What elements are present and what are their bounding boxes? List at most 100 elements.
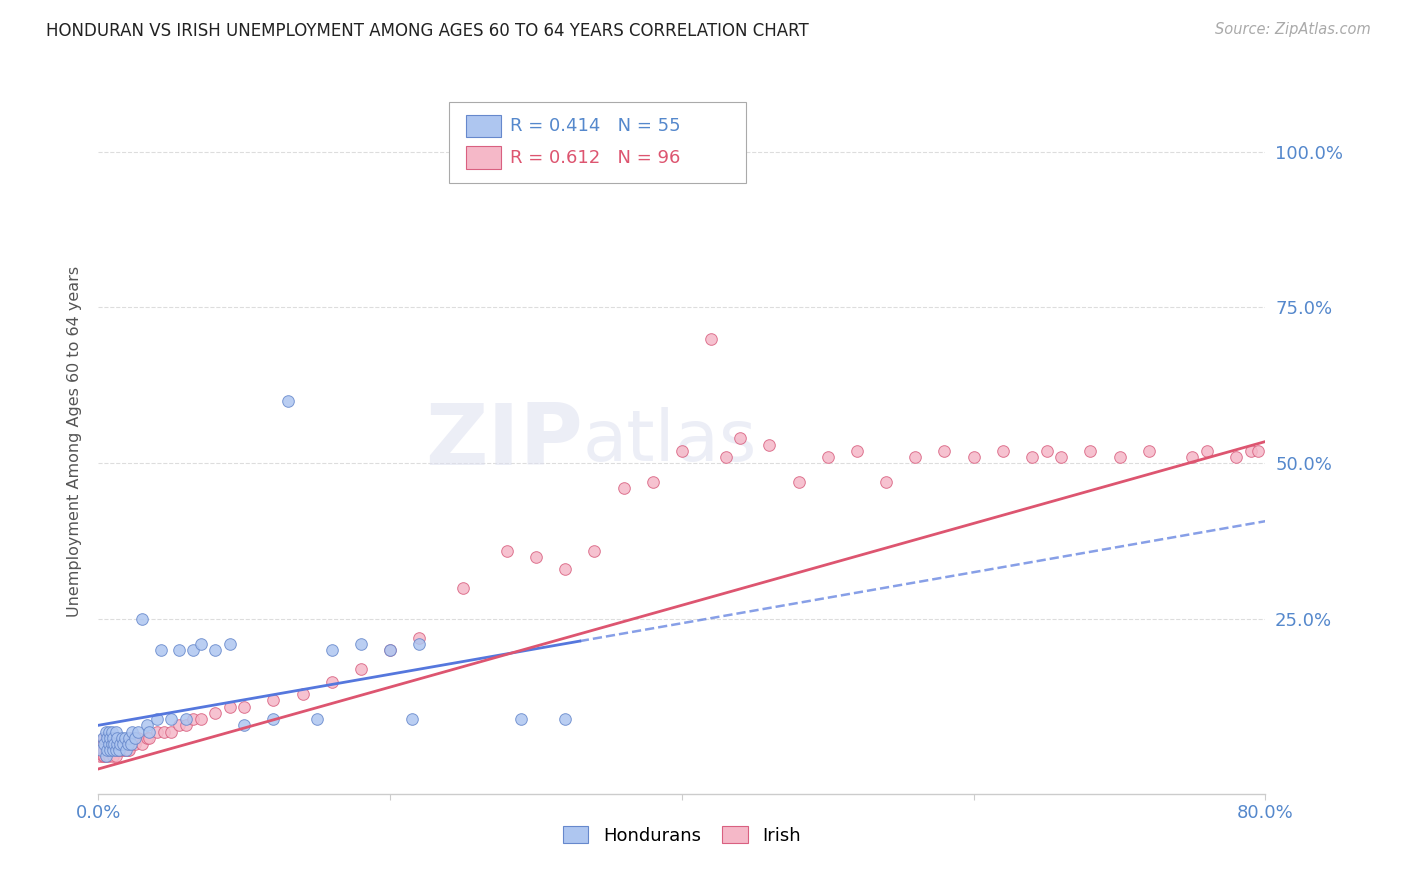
Point: [111, 731, 134, 745]
Point: [146, 724, 169, 739]
Point: [97, 737, 120, 751]
Point: [89, 749, 111, 764]
Point: [93, 743, 115, 757]
Point: [190, 712, 212, 726]
Point: [103, 737, 125, 751]
Point: [641, 475, 664, 489]
Point: [153, 724, 176, 739]
Point: [554, 712, 576, 726]
Point: [124, 737, 146, 751]
Point: [262, 693, 284, 707]
Point: [321, 674, 343, 689]
Point: [787, 475, 810, 489]
Point: [127, 731, 149, 745]
Point: [105, 737, 128, 751]
Point: [380, 643, 402, 657]
Point: [114, 737, 136, 751]
Point: [100, 737, 122, 751]
Point: [307, 712, 329, 726]
Legend: Hondurans, Irish: Hondurans, Irish: [555, 819, 808, 852]
Point: [174, 718, 197, 732]
Point: [190, 637, 212, 651]
Point: [131, 737, 153, 751]
Point: [875, 475, 897, 489]
Point: [350, 662, 373, 676]
Point: [96, 731, 118, 745]
Point: [1195, 443, 1218, 458]
Point: [111, 737, 134, 751]
FancyBboxPatch shape: [465, 114, 501, 137]
Point: [98, 743, 121, 757]
Point: [218, 637, 240, 651]
Point: [104, 724, 127, 739]
Point: [112, 743, 135, 757]
Point: [100, 724, 122, 739]
Point: [94, 749, 117, 764]
Point: [1247, 443, 1270, 458]
Point: [91, 737, 114, 751]
Point: [97, 743, 120, 757]
Point: [101, 743, 124, 757]
Point: [94, 743, 117, 757]
Point: [218, 699, 240, 714]
Point: [380, 643, 402, 657]
Point: [204, 643, 226, 657]
Point: [98, 743, 121, 757]
Point: [181, 643, 204, 657]
Point: [451, 581, 474, 595]
Point: [135, 731, 157, 745]
Point: [1240, 443, 1263, 458]
Point: [1021, 450, 1043, 464]
Point: [510, 712, 533, 726]
Point: [104, 749, 127, 764]
Point: [94, 749, 117, 764]
Point: [408, 637, 430, 651]
Point: [98, 737, 121, 751]
Point: [115, 737, 138, 751]
Point: [350, 637, 373, 651]
Point: [401, 712, 423, 726]
Point: [101, 749, 124, 764]
Point: [583, 543, 606, 558]
Point: [103, 743, 125, 757]
Point: [105, 743, 128, 757]
Point: [817, 450, 839, 464]
Point: [120, 737, 142, 751]
Point: [114, 743, 136, 757]
Text: atlas: atlas: [582, 407, 756, 476]
Point: [105, 737, 128, 751]
Point: [496, 543, 519, 558]
Point: [124, 731, 146, 745]
Point: [101, 743, 124, 757]
Point: [138, 724, 160, 739]
Point: [846, 443, 869, 458]
Point: [934, 443, 956, 458]
Point: [138, 731, 160, 745]
Point: [1225, 450, 1247, 464]
Point: [90, 743, 112, 757]
Point: [174, 712, 197, 726]
Point: [524, 549, 547, 564]
Point: [1080, 443, 1102, 458]
Point: [100, 743, 122, 757]
Point: [277, 394, 299, 409]
Point: [167, 718, 190, 732]
Point: [181, 712, 204, 726]
Point: [121, 731, 143, 745]
Text: R = 0.612   N = 96: R = 0.612 N = 96: [510, 149, 681, 167]
Point: [408, 631, 430, 645]
Point: [127, 724, 149, 739]
Text: HONDURAN VS IRISH UNEMPLOYMENT AMONG AGES 60 TO 64 YEARS CORRELATION CHART: HONDURAN VS IRISH UNEMPLOYMENT AMONG AGE…: [46, 22, 808, 40]
Text: Source: ZipAtlas.com: Source: ZipAtlas.com: [1215, 22, 1371, 37]
Point: [96, 731, 118, 745]
Point: [1035, 443, 1057, 458]
Point: [167, 643, 190, 657]
Point: [110, 737, 132, 751]
Point: [233, 718, 256, 732]
Point: [90, 737, 112, 751]
Point: [135, 718, 157, 732]
Point: [204, 706, 226, 720]
Point: [104, 743, 127, 757]
Point: [105, 731, 128, 745]
FancyBboxPatch shape: [449, 102, 747, 183]
